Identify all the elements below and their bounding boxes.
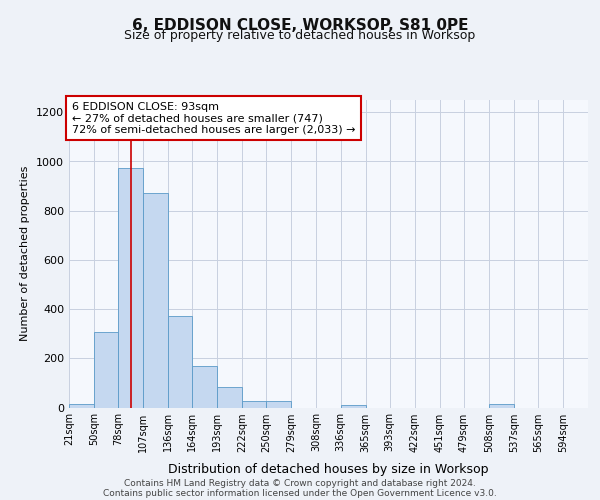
- Bar: [266, 402, 292, 407]
- Bar: [489, 404, 514, 407]
- Bar: [118, 168, 143, 408]
- Bar: [69, 404, 94, 407]
- Text: 6 EDDISON CLOSE: 93sqm
← 27% of detached houses are smaller (747)
72% of semi-de: 6 EDDISON CLOSE: 93sqm ← 27% of detached…: [71, 102, 355, 134]
- Bar: [217, 386, 242, 407]
- Text: Size of property relative to detached houses in Worksop: Size of property relative to detached ho…: [124, 29, 476, 42]
- Y-axis label: Number of detached properties: Number of detached properties: [20, 166, 31, 342]
- Bar: [143, 194, 168, 408]
- Text: Contains public sector information licensed under the Open Government Licence v3: Contains public sector information licen…: [103, 488, 497, 498]
- Bar: [341, 405, 365, 407]
- Text: 6, EDDISON CLOSE, WORKSOP, S81 0PE: 6, EDDISON CLOSE, WORKSOP, S81 0PE: [132, 18, 468, 32]
- Bar: [168, 316, 192, 408]
- Bar: [94, 332, 118, 407]
- Bar: [242, 402, 266, 407]
- Bar: [192, 366, 217, 408]
- X-axis label: Distribution of detached houses by size in Worksop: Distribution of detached houses by size …: [168, 463, 489, 476]
- Text: Contains HM Land Registry data © Crown copyright and database right 2024.: Contains HM Land Registry data © Crown c…: [124, 478, 476, 488]
